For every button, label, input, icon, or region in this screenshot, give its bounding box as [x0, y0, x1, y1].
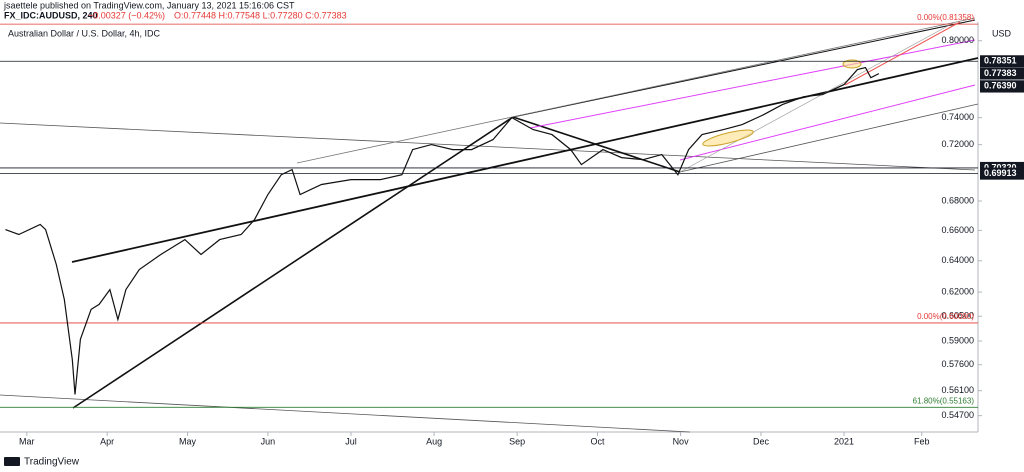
x-tick-label: Apr — [100, 436, 114, 446]
y-tick-label: 0.80000 — [941, 35, 974, 45]
price-box — [980, 55, 1024, 68]
x-tick-label: Sep — [509, 436, 525, 446]
y-tick-label: 0.62000 — [941, 286, 974, 296]
y-tick-label: 0.64000 — [941, 255, 974, 265]
fib-label: 0.00%(0.60090) — [917, 312, 974, 321]
x-tick-label: Jun — [261, 436, 276, 446]
x-tick-label: Oct — [591, 436, 606, 446]
price-box — [980, 80, 1024, 93]
x-tick-label: Jul — [345, 436, 357, 446]
price-box-label: 0.76390 — [984, 81, 1017, 91]
fib-label: 61.80%(0.55163) — [913, 396, 975, 405]
y-tick-label: 0.66000 — [941, 225, 974, 235]
x-tick-label: Feb — [914, 436, 930, 446]
price-box — [980, 167, 1024, 180]
brand-logo — [4, 457, 20, 466]
trendline — [679, 103, 979, 173]
y-tick-label: 0.57600 — [941, 359, 974, 369]
x-tick-label: May — [179, 436, 197, 446]
fib-line — [844, 21, 961, 86]
x-tick-label: Aug — [426, 436, 442, 446]
price-box — [980, 67, 1024, 80]
y-tick-label: 0.68000 — [941, 195, 974, 205]
y-tick-label: 0.60500 — [941, 311, 974, 321]
x-tick-label: 2021 — [834, 436, 854, 446]
logo-icon — [4, 457, 20, 466]
y-tick-label: 0.72000 — [941, 139, 974, 149]
ohlc: O:0.77448 H:0.77548 L:0.77280 C:0.77383 — [174, 10, 347, 20]
publisher: jsaettele published on TradingView.com, … — [3, 0, 295, 10]
x-tick-label: Mar — [19, 436, 35, 446]
fib-label: 0.00%(0.81358) — [917, 13, 974, 22]
x-tick-label: Dec — [753, 436, 770, 446]
trendline — [296, 17, 976, 164]
trendline — [0, 394, 691, 433]
price-box-label: 0.70320 — [984, 162, 1017, 172]
price-box-label: 0.69913 — [984, 168, 1017, 178]
price-line — [5, 66, 880, 395]
drawings — [0, 17, 979, 433]
y-tick-label: 0.56100 — [941, 385, 974, 395]
y-tick-label: 0.54700 — [941, 410, 974, 420]
x-tick-label: Nov — [673, 436, 690, 446]
y-tick-label: 0.74000 — [941, 112, 974, 122]
currency: USD — [992, 28, 1012, 38]
chart-title: Australian Dollar / U.S. Dollar, 4h, IDC — [8, 28, 161, 38]
y-tick-label: 0.59000 — [941, 335, 974, 345]
price-box-label: 0.77383 — [984, 68, 1017, 78]
highlight — [842, 59, 862, 69]
trendline — [0, 122, 976, 171]
trendline — [512, 19, 976, 118]
brand: TradingView — [24, 457, 80, 468]
highlight — [702, 129, 754, 147]
trendline — [72, 116, 514, 409]
symbol: FX_IDC:AUDUSD, 240 — [4, 10, 98, 20]
price-box-label: 0.78351 — [984, 56, 1017, 66]
fib-line — [679, 21, 956, 173]
channel-line — [679, 84, 976, 161]
change: −0.00327 (−0.42%) — [88, 10, 165, 20]
